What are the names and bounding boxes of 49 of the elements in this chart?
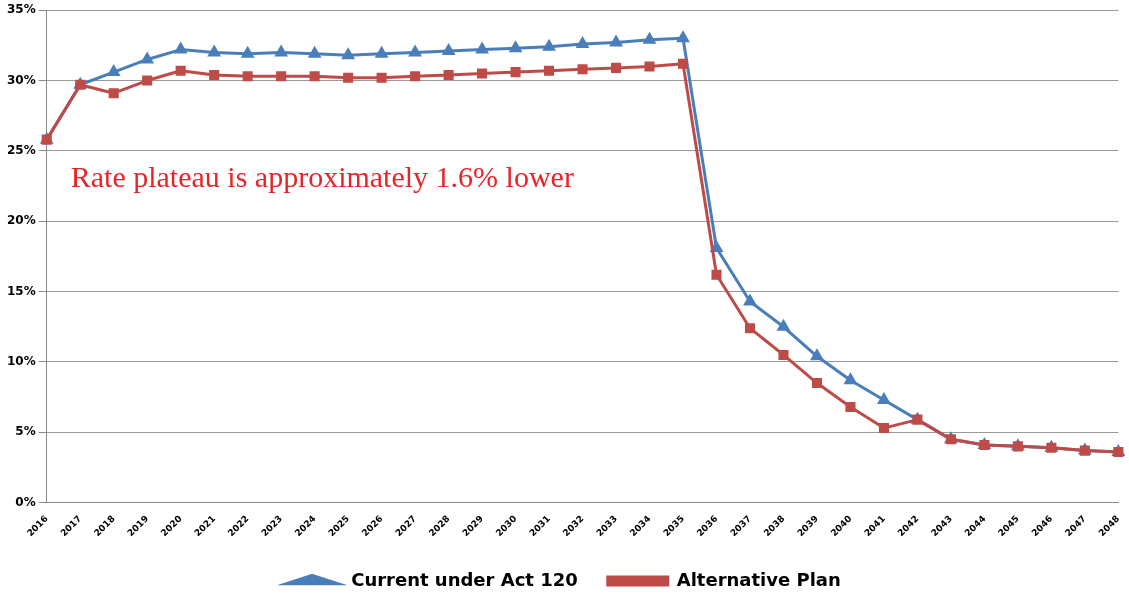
point bbox=[275, 45, 287, 57]
annotation: Rate plateau is approximately 1.6% lower bbox=[70, 160, 574, 194]
point bbox=[208, 45, 220, 57]
point bbox=[644, 61, 655, 72]
point bbox=[878, 423, 889, 434]
point bbox=[276, 71, 287, 82]
y-tick-label: 0% bbox=[15, 494, 36, 509]
legend-label: Current under Act 120 bbox=[351, 568, 578, 590]
y-tick-label: 20% bbox=[6, 213, 36, 228]
y-tick-label: 10% bbox=[6, 354, 36, 369]
point bbox=[744, 294, 756, 306]
point bbox=[510, 67, 521, 78]
point bbox=[677, 58, 689, 69]
y-tick-label: 25% bbox=[6, 143, 36, 158]
point bbox=[108, 88, 119, 99]
point bbox=[544, 65, 555, 76]
point bbox=[342, 48, 354, 60]
point bbox=[811, 349, 823, 361]
point bbox=[844, 373, 857, 385]
point bbox=[811, 378, 822, 389]
point bbox=[677, 31, 689, 43]
y-tick-label: 5% bbox=[15, 424, 36, 439]
point bbox=[611, 62, 622, 73]
point bbox=[442, 44, 455, 55]
point bbox=[141, 52, 154, 64]
point bbox=[744, 323, 756, 334]
point bbox=[209, 69, 220, 80]
legend-label: Alternative Plan bbox=[676, 568, 841, 590]
point bbox=[477, 68, 488, 79]
point bbox=[577, 64, 588, 75]
point bbox=[107, 65, 120, 77]
point bbox=[142, 75, 153, 86]
point bbox=[443, 69, 454, 80]
point bbox=[509, 41, 522, 53]
point bbox=[778, 349, 789, 360]
point bbox=[309, 71, 320, 82]
point bbox=[242, 71, 253, 82]
point bbox=[410, 71, 421, 82]
point bbox=[175, 65, 186, 76]
point bbox=[409, 45, 421, 57]
point bbox=[845, 401, 856, 413]
point bbox=[711, 269, 722, 280]
point bbox=[576, 37, 589, 48]
y-tick-label: 15% bbox=[6, 283, 36, 298]
point bbox=[376, 72, 387, 83]
point bbox=[343, 72, 354, 83]
y-tick-label: 35% bbox=[6, 2, 36, 17]
point bbox=[878, 393, 890, 404]
y-tick-label: 30% bbox=[6, 72, 36, 87]
